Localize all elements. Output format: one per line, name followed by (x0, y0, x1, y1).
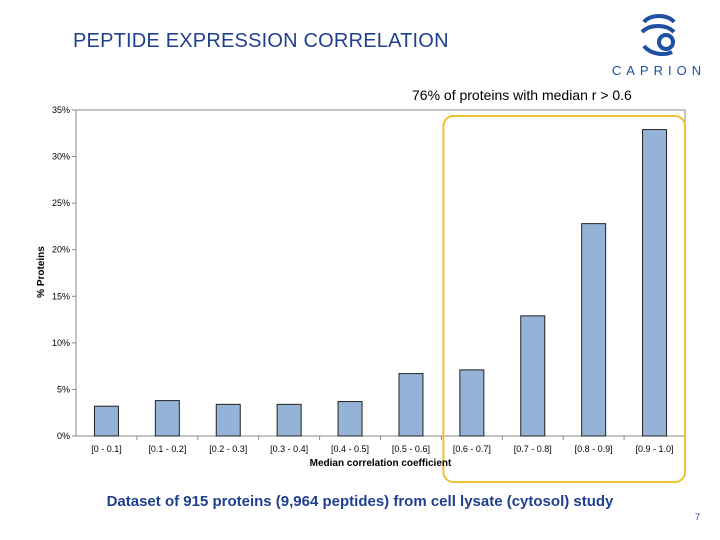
x-tick-label: [0.6 - 0.7] (453, 444, 491, 454)
y-tick-label: 35% (52, 105, 70, 115)
bar (276, 403, 302, 437)
x-tick-label: [0.9 - 1.0] (636, 444, 674, 454)
bar (459, 369, 485, 437)
x-tick-label: [0.3 - 0.4] (270, 444, 308, 454)
logo-text: CAPRION (611, 63, 707, 78)
x-tick-label: [0.7 - 0.8] (514, 444, 552, 454)
bar (642, 129, 668, 437)
slide-title: PEPTIDE EXPRESSION CORRELATION (73, 30, 449, 52)
x-tick-label: [0.5 - 0.6] (392, 444, 430, 454)
x-axis: [0 - 0.1] [0.1 - 0.2] [0.2 - 0.3] [0.3 - 0.… (91, 436, 686, 454)
y-axis-label: % Proteins (36, 246, 47, 298)
x-tick-label: [0.2 - 0.3] (209, 444, 247, 454)
y-tick-label: 15% (52, 291, 70, 301)
bar (154, 400, 180, 437)
page-number: 7 (695, 512, 701, 522)
bar (215, 403, 241, 437)
footer-note: Dataset of 915 proteins (9,964 peptides)… (106, 493, 614, 510)
chart-annotation: 76% of proteins with median r > 0.6 (412, 87, 632, 103)
y-tick-label: 30% (52, 152, 70, 162)
bar (93, 405, 119, 437)
bar (581, 223, 607, 437)
x-tick-label: [0.4 - 0.5] (331, 444, 369, 454)
x-tick-label: [0 - 0.1] (91, 444, 122, 454)
bar (520, 315, 546, 437)
y-tick-label: 5% (57, 384, 70, 394)
bars-group (93, 129, 668, 437)
bar (398, 373, 424, 437)
x-tick-label: [0.8 - 0.9] (575, 444, 613, 454)
x-axis-label: Median correlation coefficient (310, 458, 452, 469)
y-axis: 0% 5% 10% 15% 20% 25% 30% 35% (52, 105, 76, 441)
y-tick-label: 0% (57, 431, 70, 441)
bar (337, 401, 363, 437)
caprion-logo: CAPRION (600, 8, 718, 80)
y-tick-label: 25% (52, 198, 70, 208)
y-tick-label: 10% (52, 338, 70, 348)
y-tick-label: 20% (52, 245, 70, 255)
caprion-logo-icon (640, 14, 676, 56)
highlight-box (442, 115, 686, 483)
x-tick-label: [0.1 - 0.2] (148, 444, 186, 454)
